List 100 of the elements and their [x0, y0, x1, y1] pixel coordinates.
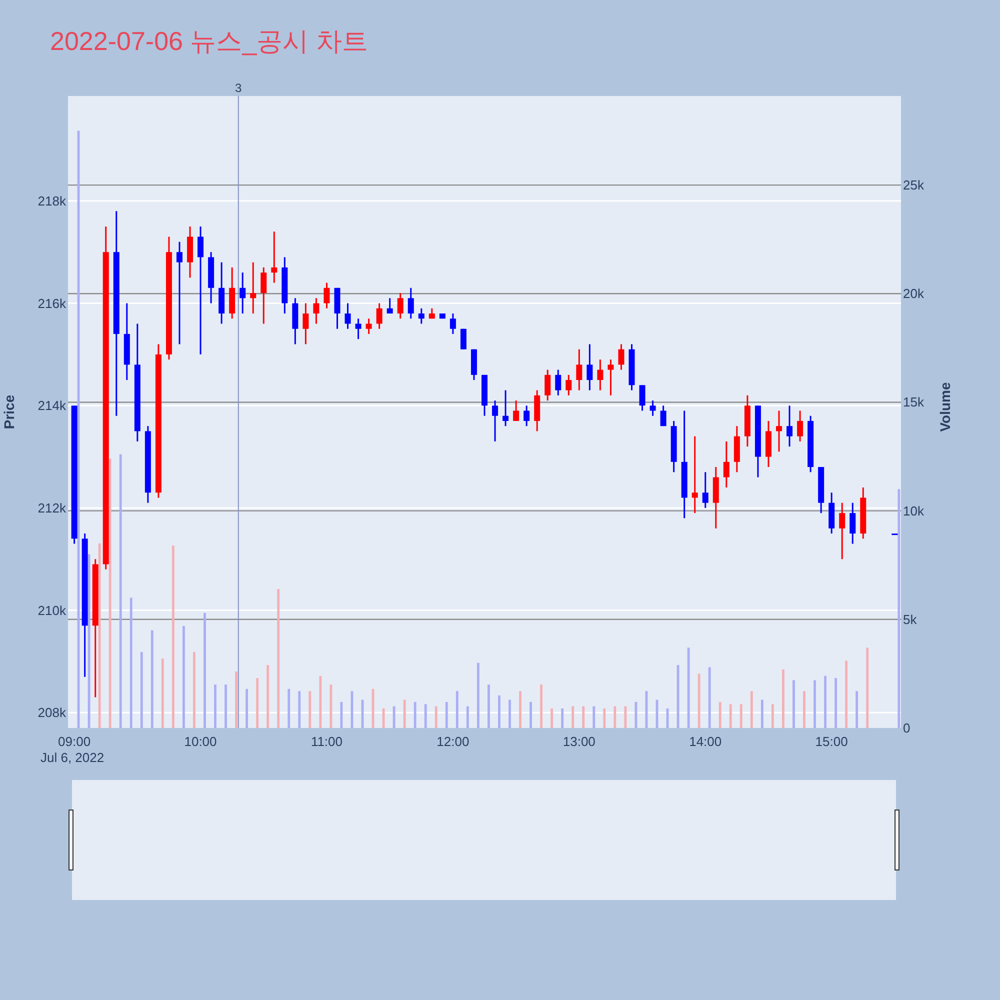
candlestick [397, 292, 404, 320]
candlestick [240, 272, 246, 314]
bar [466, 706, 469, 728]
candlestick [198, 226, 204, 356]
y2-tick-label: 25k [903, 178, 924, 193]
ref-line-label: 3 [235, 81, 242, 95]
bar [508, 700, 511, 728]
bar [698, 674, 700, 728]
bar [476, 662, 480, 728]
y-tick-label: 214k [38, 398, 66, 414]
bar [792, 680, 795, 728]
candlestick [376, 302, 382, 330]
y-tick-label: 208k [38, 705, 66, 720]
bar [729, 704, 732, 728]
x-tick-label: 10:00 [184, 734, 217, 749]
bar [98, 543, 101, 728]
candlestick [692, 436, 698, 514]
bar [172, 546, 174, 728]
bar [119, 454, 122, 728]
bar [246, 688, 248, 728]
bar [204, 612, 206, 728]
candlestick [418, 308, 424, 324]
bar [108, 458, 112, 728]
bar [256, 678, 259, 728]
y-tick-label: 210k [38, 602, 66, 618]
candlestick [839, 502, 846, 560]
bar [330, 684, 332, 728]
candlestick [176, 241, 182, 345]
bar [760, 700, 764, 728]
bar [193, 652, 196, 728]
candlestick [524, 404, 530, 427]
y2-tick-label: 5k [903, 612, 918, 627]
candlestick [618, 343, 624, 371]
candlestick [639, 384, 646, 412]
bar [603, 708, 606, 728]
x-tick-label: 12:00 [436, 734, 470, 749]
bar [266, 665, 270, 728]
bar [834, 678, 837, 728]
bar [624, 706, 627, 728]
candlestick [702, 471, 708, 509]
candlestick [460, 328, 466, 350]
bar [592, 706, 596, 728]
bar [456, 691, 458, 728]
bar [708, 667, 711, 728]
bar [445, 702, 448, 728]
candlestick [576, 348, 582, 391]
bar [540, 684, 542, 728]
candlestick [660, 404, 666, 427]
candlestick [650, 400, 656, 417]
candlestick [608, 358, 614, 396]
bar [308, 691, 312, 728]
candlestick [366, 318, 372, 335]
bar [561, 708, 564, 728]
y-tick-label: 218k [38, 193, 66, 208]
bar [298, 691, 301, 728]
x-tick-label: 13:00 [562, 734, 596, 749]
bar [224, 684, 227, 728]
chart-title: 2022-07-06 뉴스_공시 차트 [50, 26, 368, 56]
bar [488, 684, 490, 728]
bar [740, 704, 742, 728]
bar [550, 708, 554, 728]
y2-tick-label: 15k [903, 394, 924, 410]
bar [718, 702, 722, 728]
bar [771, 704, 774, 728]
candlestick [566, 374, 572, 396]
bar [782, 669, 784, 728]
candlestick [492, 400, 498, 442]
bar [814, 680, 816, 728]
candlestick [597, 358, 604, 391]
bar [235, 672, 238, 728]
bar [161, 658, 164, 728]
candlestick [344, 302, 351, 330]
candlestick [302, 302, 309, 345]
bar [845, 660, 848, 728]
candlestick [797, 410, 804, 442]
candlestick [408, 287, 414, 320]
candlestick [786, 404, 793, 448]
x-tick-label: 11:00 [310, 734, 343, 749]
candlestick [513, 400, 520, 422]
y-tick-label: 212k [38, 500, 66, 516]
candlestick [850, 502, 856, 545]
y2-tick-label: 0 [903, 720, 910, 736]
bar [530, 702, 532, 728]
bar [866, 648, 869, 728]
bar [214, 684, 216, 728]
bar [150, 630, 154, 728]
candlestick [450, 312, 456, 335]
candlestick [555, 369, 562, 396]
x-tick-label: 09:00 Jul 6, 2022 [40, 734, 104, 765]
candlestick [544, 369, 551, 402]
bar [519, 691, 522, 728]
bar [750, 691, 753, 728]
candlestick [386, 297, 393, 314]
y2-tick-label: 20k [903, 286, 924, 302]
bar [403, 700, 406, 728]
bar [498, 695, 500, 728]
bar [140, 652, 143, 728]
candlestick [260, 266, 267, 324]
bar [582, 706, 585, 728]
bar [856, 691, 858, 728]
